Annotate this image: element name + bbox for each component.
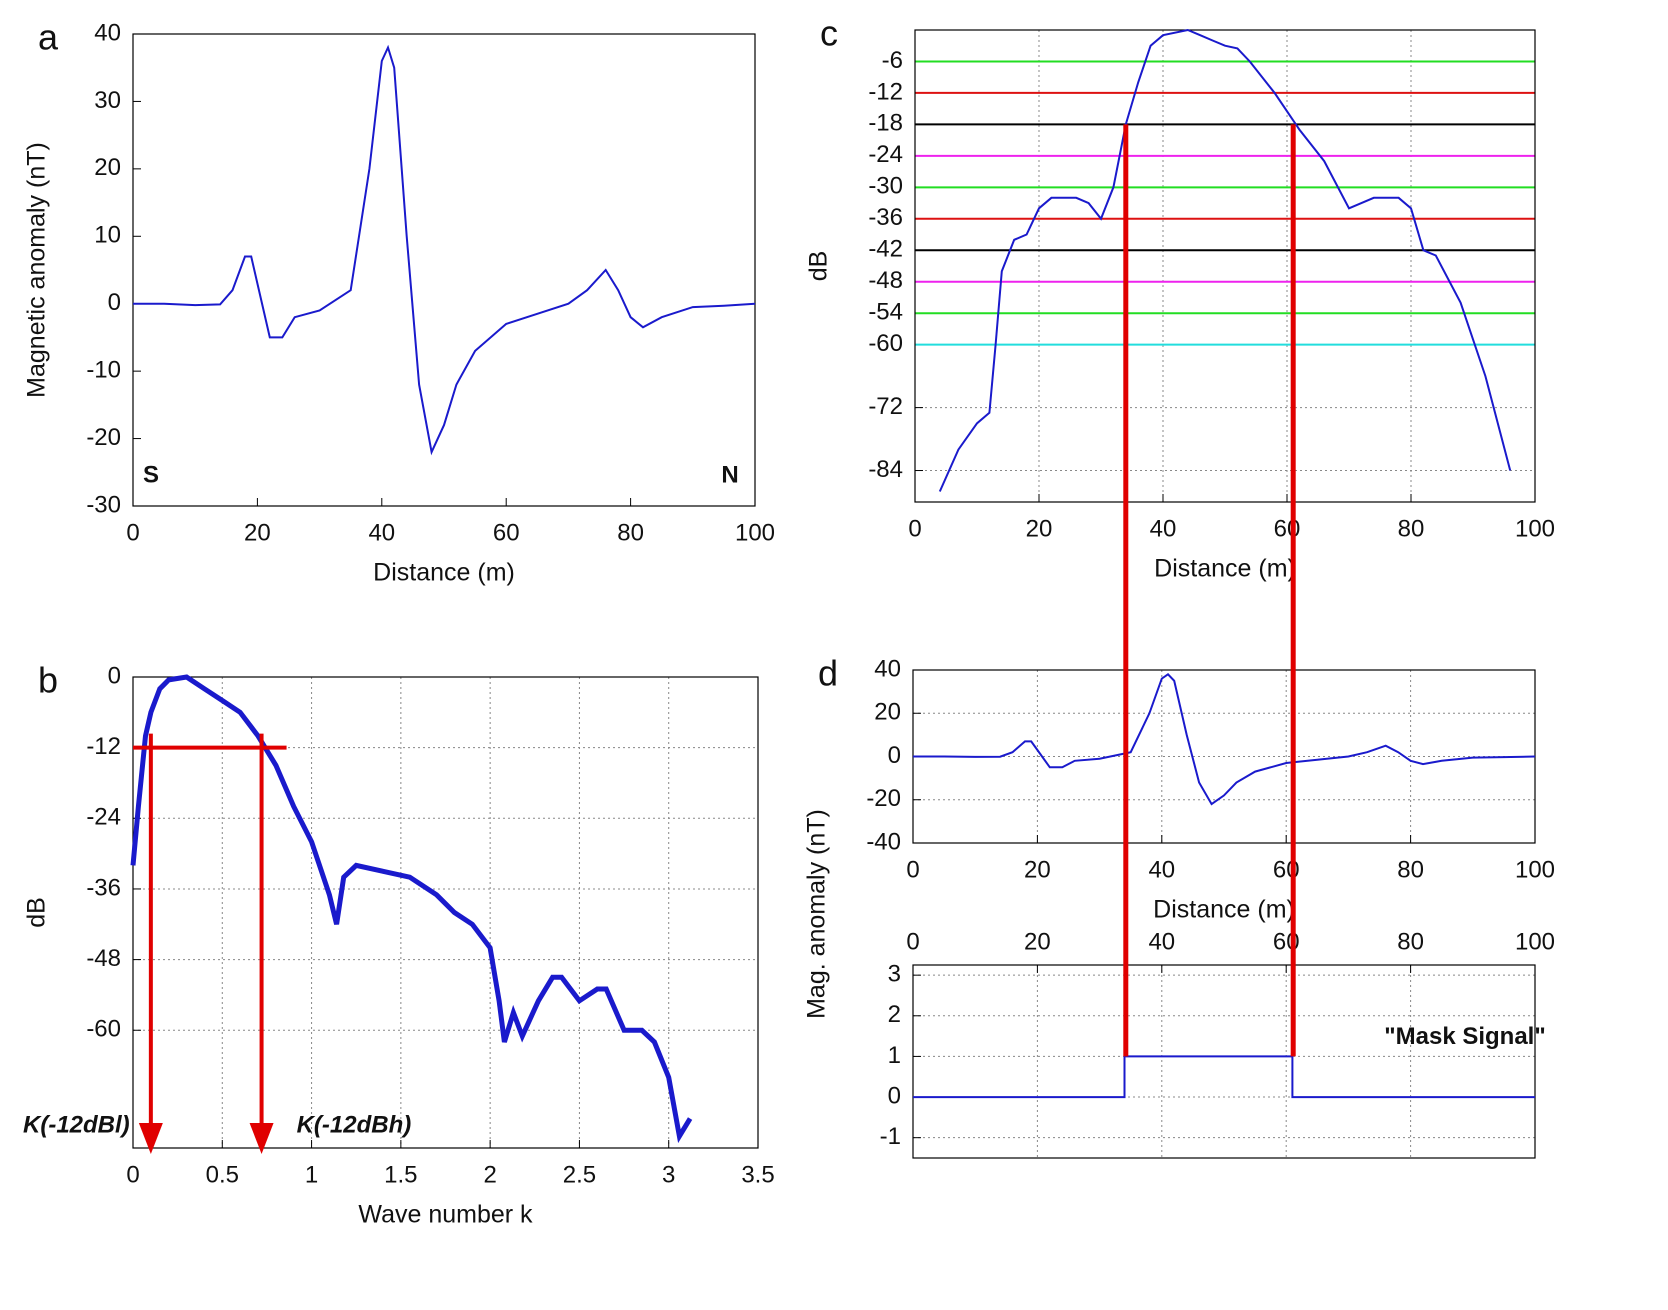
x-axis-label: Distance (m)	[373, 559, 515, 587]
y-tick-label: -30	[86, 491, 121, 518]
x-tick-label: 60	[1274, 515, 1301, 542]
x-tick-label: 0	[126, 1161, 139, 1188]
x-tick-label: 40	[1148, 928, 1175, 955]
x-tick-label: 0.5	[206, 1161, 239, 1188]
y-tick-label: -24	[868, 141, 903, 168]
y-tick-label: 40	[874, 655, 901, 682]
annotation: N	[721, 461, 738, 488]
x-axis-label: Wave number k	[358, 1201, 533, 1229]
y-tick-label: -42	[868, 236, 903, 263]
x-tick-label: 20	[1024, 928, 1051, 955]
x-tick-label: 2.5	[563, 1161, 596, 1188]
x-tick-label: 0	[126, 519, 139, 546]
annotation: "Mask Signal"	[1384, 1023, 1545, 1050]
y-tick-label: -20	[86, 424, 121, 451]
x-tick-label: 80	[617, 519, 644, 546]
x-tick-label: 3	[662, 1161, 675, 1188]
x-tick-label: 100	[1515, 928, 1555, 955]
annotation: K(-12dBh)	[297, 1111, 412, 1138]
data-line	[130, 674, 693, 1144]
y-axis-label: Magnetic anomaly (nT)	[23, 142, 51, 398]
arrow-head	[138, 1123, 163, 1154]
y-tick-label: 20	[94, 154, 121, 181]
y-tick-label: -12	[868, 78, 903, 105]
y-tick-label: -60	[86, 1016, 121, 1043]
y-tick-label: -20	[866, 785, 901, 812]
arrow-head	[249, 1123, 274, 1154]
x-tick-label: 60	[493, 519, 520, 546]
y-tick-label: -1	[880, 1123, 901, 1150]
x-tick-label: 40	[1150, 515, 1177, 542]
y-tick-label: -24	[86, 804, 121, 831]
data-line	[133, 44, 756, 456]
y-tick-label: 1	[888, 1042, 901, 1069]
y-tick-label: -36	[86, 874, 121, 901]
y-tick-label: 0	[888, 742, 901, 769]
x-tick-label: 1.5	[384, 1161, 417, 1188]
panel-label: c	[820, 13, 838, 54]
plot-frame	[132, 33, 756, 507]
y-tick-label: 0	[888, 1082, 901, 1109]
data-line	[913, 672, 1536, 806]
y-axis-label: dB	[805, 251, 833, 282]
panel-label: a	[38, 17, 59, 58]
y-tick-label: -12	[86, 733, 121, 760]
x-tick-label: 100	[1515, 856, 1555, 883]
x-tick-label: 0	[906, 928, 919, 955]
panel-label: b	[38, 660, 58, 701]
x-tick-label: 20	[244, 519, 271, 546]
annotation: K(-12dBl)	[23, 1111, 130, 1138]
y-tick-label: -18	[868, 110, 903, 137]
y-tick-label: -84	[868, 456, 903, 483]
x-tick-label: 100	[735, 519, 775, 546]
y-tick-label: 3	[888, 961, 901, 988]
x-tick-label: 80	[1397, 856, 1424, 883]
y-tick-label: -48	[86, 945, 121, 972]
x-tick-label: 20	[1026, 515, 1053, 542]
y-tick-label: -60	[868, 330, 903, 357]
plot-frame	[912, 964, 1536, 1159]
data-line	[938, 28, 1512, 492]
y-axis-label: Mag. anomaly (nT)	[803, 809, 831, 1019]
x-axis-label: Distance (m)	[1154, 555, 1296, 583]
x-tick-label: 100	[1515, 515, 1555, 542]
y-tick-label: -48	[868, 267, 903, 294]
x-tick-label: 80	[1398, 515, 1425, 542]
panel-label: d	[818, 653, 838, 694]
y-tick-label: -36	[868, 204, 903, 231]
y-tick-label: 2	[888, 1001, 901, 1028]
x-tick-label: 0	[906, 856, 919, 883]
y-tick-label: -72	[868, 393, 903, 420]
y-tick-label: 0	[108, 662, 121, 689]
y-tick-label: 20	[874, 699, 901, 726]
y-tick-label: -40	[866, 828, 901, 855]
x-tick-label: 40	[368, 519, 395, 546]
y-tick-label: -54	[868, 299, 903, 326]
x-tick-label: 40	[1148, 856, 1175, 883]
plot-frame	[914, 29, 1536, 503]
y-tick-label: 40	[94, 19, 121, 46]
y-tick-label: 30	[94, 87, 121, 114]
y-tick-label: -30	[868, 173, 903, 200]
y-tick-label: -6	[882, 47, 903, 74]
x-tick-label: 80	[1397, 928, 1424, 955]
y-tick-label: 10	[94, 222, 121, 249]
annotation: S	[143, 461, 159, 488]
x-tick-label: 0	[908, 515, 921, 542]
x-axis-label: Distance (m)	[1153, 896, 1295, 924]
x-tick-label: 1	[305, 1161, 318, 1188]
plot-frame	[132, 676, 759, 1149]
x-tick-label: 2	[483, 1161, 496, 1188]
y-axis-label: dB	[23, 897, 51, 928]
data-line	[913, 1055, 1535, 1099]
y-tick-label: 0	[108, 289, 121, 316]
y-tick-label: -10	[86, 356, 121, 383]
x-tick-label: 20	[1024, 856, 1051, 883]
x-tick-label: 3.5	[741, 1161, 774, 1188]
